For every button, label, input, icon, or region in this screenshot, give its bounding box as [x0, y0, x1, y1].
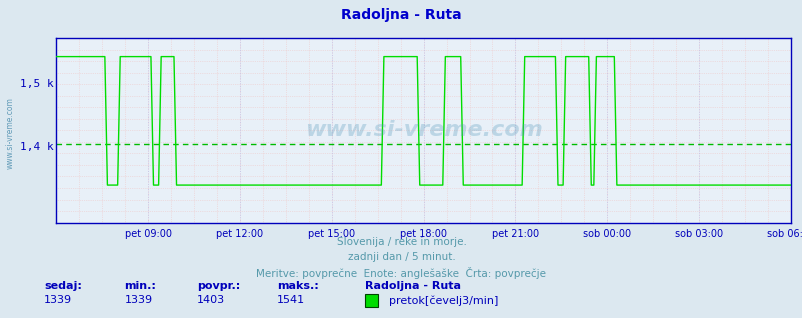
Text: 1541: 1541 [277, 295, 305, 305]
Text: www.si-vreme.com: www.si-vreme.com [6, 98, 14, 169]
Text: pretok[čevelj3/min]: pretok[čevelj3/min] [389, 295, 498, 306]
Text: pet 21:00: pet 21:00 [492, 229, 538, 239]
Text: 1339: 1339 [44, 295, 72, 305]
Text: www.si-vreme.com: www.si-vreme.com [304, 121, 542, 140]
Text: sob 03:00: sob 03:00 [674, 229, 723, 239]
Text: maks.:: maks.: [277, 281, 318, 291]
Text: pet 12:00: pet 12:00 [216, 229, 263, 239]
Text: pet 15:00: pet 15:00 [308, 229, 354, 239]
Text: sob 06:00: sob 06:00 [766, 229, 802, 239]
Text: zadnji dan / 5 minut.: zadnji dan / 5 minut. [347, 252, 455, 262]
Text: pet 09:00: pet 09:00 [124, 229, 172, 239]
Text: min.:: min.: [124, 281, 156, 291]
Text: pet 18:00: pet 18:00 [399, 229, 447, 239]
Text: 1403: 1403 [196, 295, 225, 305]
Text: povpr.:: povpr.: [196, 281, 240, 291]
Text: sob 00:00: sob 00:00 [582, 229, 630, 239]
Text: Meritve: povprečne  Enote: anglešaške  Črta: povprečje: Meritve: povprečne Enote: anglešaške Črt… [256, 267, 546, 280]
Text: Radoljna - Ruta: Radoljna - Ruta [341, 8, 461, 22]
Text: Radoljna - Ruta: Radoljna - Ruta [365, 281, 461, 291]
Text: Slovenija / reke in morje.: Slovenija / reke in morje. [336, 237, 466, 247]
Text: sedaj:: sedaj: [44, 281, 82, 291]
Text: 1339: 1339 [124, 295, 152, 305]
